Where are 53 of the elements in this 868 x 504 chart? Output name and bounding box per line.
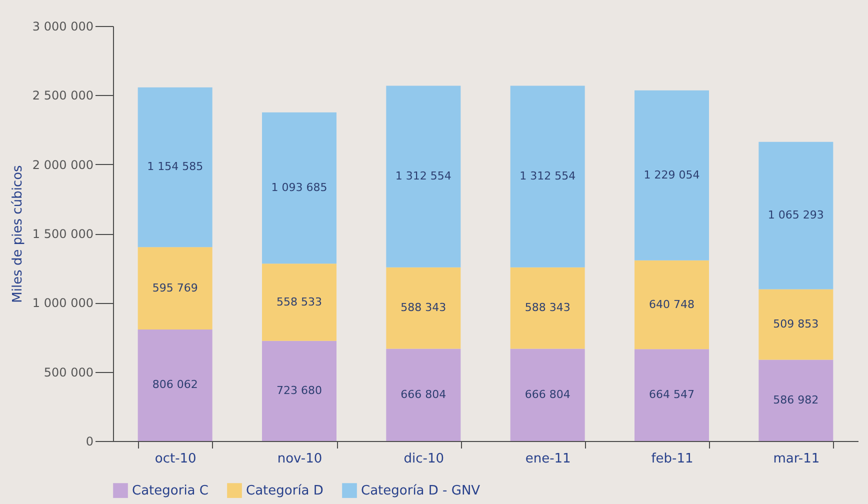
data-label: 1 312 554 [395, 170, 452, 183]
y-tick-label: 1 000 000 [32, 296, 94, 310]
bar [262, 340, 336, 441]
data-label: 640 748 [649, 298, 694, 311]
data-label: 1 312 554 [520, 170, 576, 183]
data-label: 588 343 [400, 301, 446, 314]
bar [262, 264, 336, 341]
x-tick-label: nov-10 [277, 452, 322, 466]
legend-label: Categoria C [132, 484, 208, 499]
bar [138, 329, 212, 441]
legend-label: Categoría D [246, 484, 324, 499]
bar [262, 112, 336, 264]
bar [510, 267, 585, 349]
x-tick-label: oct-10 [154, 452, 196, 466]
y-axis-title: Miles de pies cúbicos [10, 164, 26, 303]
bar [386, 348, 461, 441]
data-label: 1 093 685 [271, 180, 328, 194]
bar [138, 247, 212, 330]
data-label: 666 804 [524, 388, 570, 401]
bar [634, 90, 709, 260]
y-tick-label: 2 500 000 [32, 88, 94, 103]
bar [510, 86, 585, 268]
x-tick-label: dic-10 [404, 452, 444, 466]
data-label: 509 853 [773, 318, 819, 331]
y-tick-label: 500 000 [44, 365, 94, 380]
x-tick-label: feb-11 [651, 452, 694, 466]
data-label: 595 769 [152, 281, 198, 294]
data-label: 558 533 [276, 295, 322, 308]
data-label: 1 229 054 [644, 168, 700, 182]
y-tick-label: 3 000 000 [32, 20, 94, 34]
bar [758, 142, 834, 290]
data-label: 1 154 585 [147, 160, 204, 174]
bar [510, 348, 585, 441]
data-label: 588 343 [524, 301, 570, 314]
y-tick-label: 2 000 000 [32, 158, 94, 172]
bar [758, 289, 834, 360]
bar [138, 87, 212, 248]
legend-label: Categoría D - GNV [361, 484, 480, 499]
data-label: 666 804 [400, 388, 446, 401]
bar [386, 267, 461, 349]
bar [634, 349, 709, 441]
data-label: 723 680 [276, 384, 322, 397]
data-label: 806 062 [152, 378, 198, 392]
data-label: 586 982 [773, 393, 819, 406]
data-label: 1 065 293 [768, 208, 824, 222]
bar [634, 260, 709, 350]
bar [386, 86, 461, 268]
bar [758, 360, 834, 441]
y-tick-label: 0 [86, 434, 94, 448]
x-tick-label: mar-11 [773, 452, 820, 466]
y-tick-label: 1 500 000 [32, 227, 94, 241]
data-label: 664 547 [649, 388, 694, 402]
x-tick-label: ene-11 [525, 452, 571, 466]
